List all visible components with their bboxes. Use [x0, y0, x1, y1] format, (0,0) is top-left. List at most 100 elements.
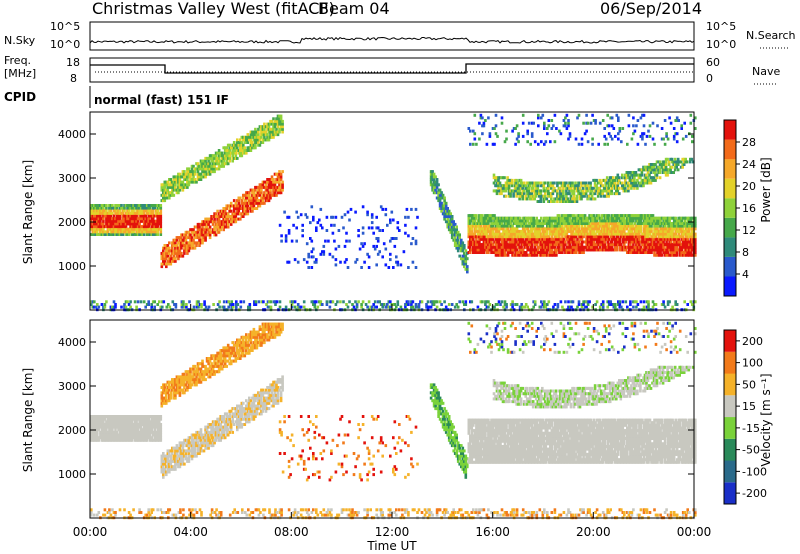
- power-band-evening: [671, 251, 674, 254]
- power-rising-streak: [223, 215, 227, 218]
- power-band-evening: [521, 216, 525, 220]
- power-band-evening: [589, 227, 593, 231]
- power-band-evening: [620, 219, 623, 223]
- power-band-evening: [694, 222, 697, 225]
- power-rising-streak: [222, 225, 225, 229]
- power-rising-streak: [189, 172, 192, 176]
- power-band-evening: [582, 251, 585, 254]
- power-upper-arc: [507, 189, 511, 193]
- power-band-early: [102, 206, 105, 210]
- power-band-evening: [467, 240, 471, 244]
- power-band-evening: [617, 237, 620, 241]
- power-ground-scatter: [494, 303, 498, 306]
- power-rising-streak: [222, 209, 225, 213]
- power-band-evening: [488, 229, 492, 233]
- power-rising-streak: [201, 167, 204, 171]
- power-band-early: [115, 209, 119, 213]
- power-band-evening: [473, 224, 477, 228]
- power-upper-arc: [616, 184, 620, 188]
- power-rising-streak: [232, 220, 236, 224]
- power-band-early: [132, 227, 135, 231]
- power-rising-streak: [248, 149, 251, 152]
- power-upper-arc: [531, 184, 535, 188]
- power-rising-streak: [258, 143, 262, 147]
- power-band-evening: [556, 245, 560, 249]
- power-upper-arc: [630, 186, 633, 190]
- power-rising-streak: [232, 215, 236, 218]
- power-band-evening: [609, 235, 612, 239]
- power-ground-scatter: [120, 305, 123, 309]
- power-band-early: [127, 219, 131, 223]
- power-rising-streak: [205, 220, 209, 224]
- power-band-evening: [496, 219, 499, 223]
- power-upper-arc: [539, 197, 543, 201]
- power-ground-scatter: [487, 300, 490, 304]
- power-band-evening: [614, 237, 617, 241]
- power-band-evening: [543, 240, 546, 244]
- power-rising-streak: [208, 156, 212, 160]
- power-band-evening: [478, 222, 481, 225]
- power-sparse: [384, 247, 388, 251]
- power-band-evening: [644, 248, 647, 252]
- power-band-evening: [579, 214, 582, 218]
- power-rising-streak: [166, 183, 170, 187]
- power-streak-afternoon: [434, 191, 437, 195]
- power-upper-arc: [636, 184, 639, 188]
- power-ground-scatter: [532, 300, 535, 304]
- power-upper-arc: [619, 181, 623, 185]
- power-band-early: [99, 217, 102, 221]
- power-rising-streak: [255, 130, 259, 134]
- power-band-evening: [665, 219, 668, 223]
- power-band-evening: [598, 235, 602, 239]
- power-band-evening: [540, 251, 543, 254]
- power-band-early: [158, 211, 161, 215]
- power-band-evening: [662, 219, 665, 223]
- power-ground-scatter: [198, 303, 202, 306]
- power-rising-streak: [183, 175, 186, 179]
- power-upper-arc: [607, 192, 610, 196]
- power-band-early: [115, 219, 119, 223]
- power-upper-arc: [596, 192, 600, 196]
- power-rising-streak: [242, 135, 245, 139]
- power-band-evening: [591, 222, 594, 225]
- power-band-early: [147, 233, 150, 236]
- power-band-evening: [659, 240, 662, 244]
- power-band-evening: [550, 216, 554, 220]
- power-band-evening: [606, 214, 609, 218]
- nsky-panel-frame: [89, 21, 695, 51]
- power-band-early: [126, 209, 129, 213]
- power-band-early: [96, 225, 99, 229]
- power-streak-afternoon: [461, 246, 465, 250]
- power-rising-streak: [217, 220, 221, 224]
- power-band-evening: [497, 229, 501, 233]
- power-band-evening: [488, 216, 492, 220]
- power-band-evening: [592, 222, 596, 225]
- power-ground-scatter: [614, 303, 617, 306]
- power-band-evening: [496, 245, 499, 249]
- power-rising-streak: [258, 138, 262, 142]
- power-upper-arc: [563, 200, 567, 203]
- power-band-evening: [549, 237, 552, 241]
- power-band-evening: [633, 235, 637, 239]
- power-band-evening: [638, 237, 641, 241]
- power-rising-streak: [208, 217, 212, 221]
- power-band-early: [136, 211, 140, 215]
- power-band-evening: [592, 237, 596, 241]
- power-band-evening: [502, 216, 505, 220]
- power-ground-scatter: [352, 305, 356, 309]
- power-band-early: [159, 211, 163, 215]
- power-ground-scatter: [411, 300, 415, 304]
- power-streak-afternoon: [435, 178, 439, 181]
- power-rising-streak: [195, 167, 198, 171]
- power-streak-afternoon: [466, 270, 469, 274]
- power-band-evening: [657, 235, 661, 239]
- power-upper-arc: [631, 178, 635, 182]
- power-upper-arc: [527, 192, 530, 196]
- power-ground-scatter: [144, 305, 147, 309]
- power-ground-scatter: [114, 303, 117, 306]
- power-upper-arc: [525, 186, 529, 190]
- power-rising-streak: [172, 183, 176, 187]
- power-band-evening: [577, 227, 581, 231]
- power-rising-streak: [162, 188, 165, 192]
- power-upper-arc: [531, 197, 535, 201]
